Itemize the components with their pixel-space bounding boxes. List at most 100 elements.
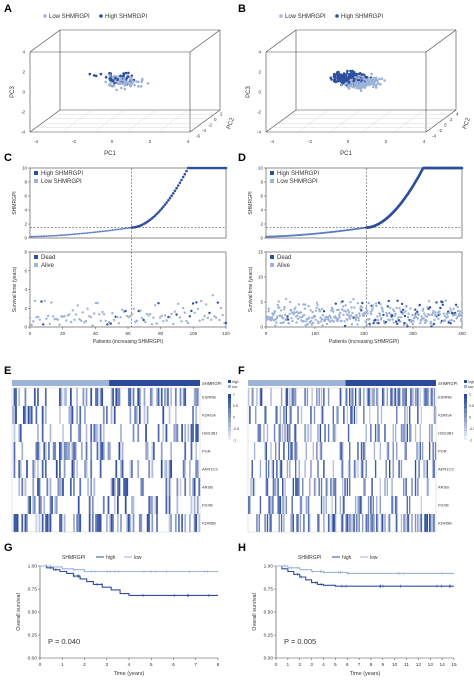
heatmap-cell	[376, 514, 378, 532]
heatmap-cell	[276, 406, 278, 424]
legend-label-low: Low SHMRGPI	[285, 14, 326, 20]
heatmap-cell	[318, 478, 320, 496]
km-curve-low	[276, 565, 454, 574]
heatmap-cell	[426, 388, 428, 406]
survival-point	[293, 311, 297, 314]
pca-point	[116, 78, 119, 81]
legend-label-high: high	[106, 555, 116, 561]
heatmap-cell	[367, 514, 370, 532]
survival-point	[357, 319, 360, 322]
heatmap-cell	[99, 460, 102, 478]
z-tick-label: 2	[220, 112, 223, 117]
heatmap-cell	[120, 424, 122, 442]
heatmap-cell	[404, 406, 406, 424]
survival-point	[294, 306, 297, 309]
risk-score-point	[67, 233, 69, 236]
y-tick-label: 0	[24, 325, 27, 330]
heatmap-cell	[49, 424, 52, 442]
pca-point	[357, 72, 361, 76]
x-tick-label: 200	[360, 331, 368, 336]
heatmap-cell	[286, 424, 289, 442]
heatmap-cell	[311, 388, 313, 406]
pca-point	[357, 76, 361, 80]
heatmap-cell	[414, 514, 417, 532]
heatmap-cell	[370, 514, 372, 532]
pca-point	[140, 85, 143, 88]
pca-point	[366, 82, 369, 86]
heatmap-cell	[374, 460, 377, 478]
heatmap-cell	[115, 460, 118, 478]
survival-point	[366, 309, 369, 312]
heatmap-cell	[101, 388, 104, 406]
heatmap-cell	[340, 442, 343, 460]
heatmap-cell	[146, 442, 149, 460]
survival-point	[348, 317, 352, 320]
risk-score-point	[126, 227, 129, 230]
pca-point	[120, 78, 123, 82]
survival-point	[319, 320, 323, 323]
floor-grid-line	[393, 109, 425, 133]
heatmap-cell	[318, 514, 320, 532]
survival-point	[437, 317, 440, 320]
risk-score-point	[153, 214, 157, 217]
y-tick-label: 0.25	[264, 633, 274, 639]
heatmap-cell	[54, 496, 57, 514]
heatmap-cell	[283, 514, 285, 532]
survival-point	[422, 317, 425, 320]
survival-point	[314, 318, 317, 321]
heatmap-cell	[360, 496, 363, 514]
x-tick-label: 2	[149, 139, 152, 144]
survival-point	[395, 306, 398, 310]
survival-point	[273, 310, 276, 313]
heatmap-cell	[60, 478, 63, 496]
survival-point	[320, 317, 323, 320]
heatmap-cell	[126, 514, 129, 532]
color-scale-step	[228, 403, 231, 408]
risk-score-point	[47, 235, 49, 237]
survival-point	[374, 318, 377, 322]
heatmap-cell	[345, 388, 347, 406]
survival-point	[266, 315, 270, 319]
survival-point	[297, 303, 301, 306]
heatmap-cell	[99, 442, 102, 460]
survival-point	[368, 324, 372, 327]
pca-point	[361, 80, 365, 84]
heatmap-cell	[249, 406, 251, 424]
x-tick-label: 10	[392, 662, 398, 668]
heatmap-cell	[264, 406, 266, 424]
heatmap-cell	[419, 514, 421, 532]
heatmap-cell	[57, 478, 60, 496]
heatmap-cell	[102, 442, 105, 460]
heatmap-cell	[361, 460, 364, 478]
heatmap-cell	[156, 496, 158, 514]
pca-point	[334, 73, 338, 76]
heatmap-cell	[295, 460, 297, 478]
heatmap-cell	[416, 388, 418, 406]
heatmap-cell	[280, 514, 283, 532]
survival-point	[203, 315, 206, 318]
heatmap-cell	[371, 514, 373, 532]
heatmap-cell	[65, 388, 68, 406]
heatmap-cell	[24, 388, 27, 406]
panel-letter-f: F	[238, 365, 245, 377]
heatmap-cell	[324, 424, 326, 442]
heatmap-cell	[323, 514, 325, 532]
heatmap-cell	[320, 388, 323, 406]
heatmap-cell	[304, 424, 306, 442]
heatmap-cell	[425, 388, 427, 406]
heatmap-cell	[250, 478, 252, 496]
risk-score-point	[35, 235, 38, 238]
heatmap-cell	[290, 442, 292, 460]
heatmap-cell	[283, 406, 285, 424]
heatmap-cell	[358, 514, 360, 532]
heatmap-cell	[93, 478, 96, 496]
heatmap-cell	[192, 478, 194, 496]
survival-point	[334, 302, 337, 305]
survival-point	[350, 323, 354, 326]
y-axis-label: Overall survival	[16, 593, 22, 631]
heatmap-cell	[304, 460, 306, 478]
heatmap-cell	[273, 478, 276, 496]
heatmap-cell	[66, 442, 69, 460]
heatmap-cell	[18, 388, 21, 406]
heatmap-cell	[173, 424, 176, 442]
